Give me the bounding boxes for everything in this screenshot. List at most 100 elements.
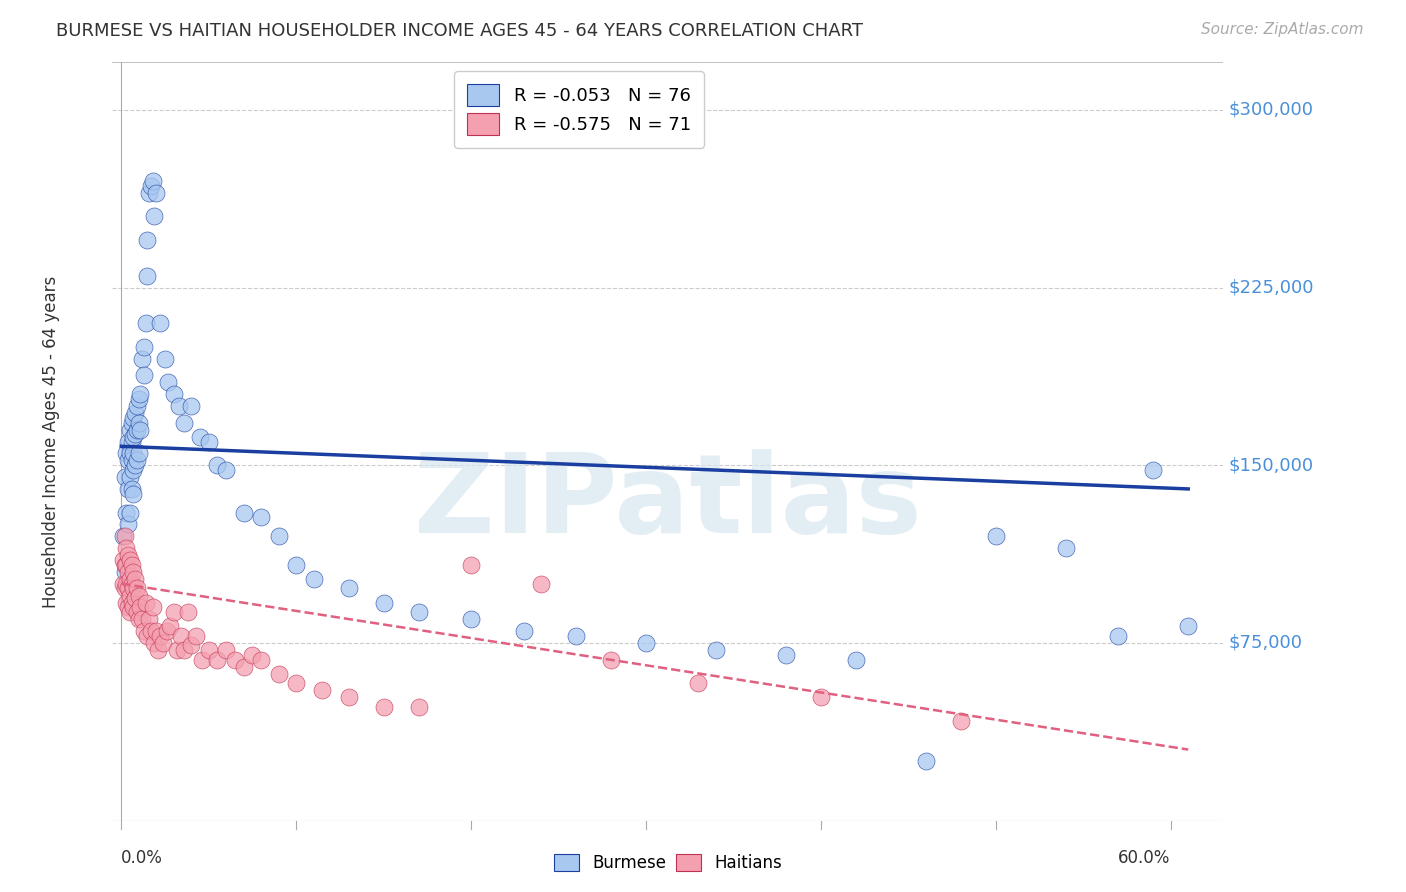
Point (125, 582, 148, 596)
Point (121, 482, 143, 496)
Text: BURMESE VS HAITIAN HOUSEHOLDER INCOME AGES 45 - 64 YEARS CORRELATION CHART: BURMESE VS HAITIAN HOUSEHOLDER INCOME AG… (56, 22, 863, 40)
Point (121, 453, 143, 467)
Point (152, 636, 174, 650)
Point (775, 648, 797, 662)
Legend: Burmese, Haitians: Burmese, Haitians (546, 846, 790, 880)
Point (565, 629, 588, 643)
Text: $300,000: $300,000 (1229, 101, 1313, 119)
Point (149, 316, 172, 330)
Point (232, 506, 254, 520)
Point (128, 612, 150, 626)
Point (122, 565, 145, 579)
Point (118, 506, 141, 520)
Point (166, 643, 188, 657)
Point (122, 600, 145, 615)
Point (111, 529, 134, 543)
Point (132, 368, 155, 383)
Point (267, 529, 290, 543)
Point (163, 387, 186, 401)
Point (122, 410, 145, 425)
Point (125, 399, 148, 413)
Point (810, 690, 832, 705)
Point (128, 589, 150, 603)
Point (118, 553, 141, 567)
Point (122, 463, 145, 477)
Point (285, 558, 308, 572)
Point (688, 676, 710, 690)
Point (115, 596, 138, 610)
Point (125, 453, 148, 467)
Point (115, 446, 138, 460)
Point (215, 463, 238, 477)
Point (132, 624, 155, 639)
Point (124, 427, 146, 442)
Point (128, 416, 150, 430)
Point (117, 565, 139, 579)
Point (122, 430, 145, 444)
Point (159, 619, 181, 633)
Point (156, 624, 179, 639)
Point (224, 652, 246, 666)
Point (167, 399, 190, 413)
Point (125, 423, 148, 437)
Point (704, 643, 727, 657)
Point (153, 351, 176, 366)
Point (163, 605, 186, 619)
Point (124, 406, 146, 420)
Point (197, 643, 219, 657)
Point (337, 582, 360, 596)
Point (1054, 541, 1077, 556)
Point (111, 553, 134, 567)
Point (250, 510, 273, 524)
Point (124, 591, 146, 605)
Point (128, 392, 150, 406)
Point (117, 453, 139, 467)
Point (131, 351, 153, 366)
Text: $150,000: $150,000 (1229, 456, 1313, 475)
Point (121, 558, 143, 572)
Point (111, 576, 134, 591)
Point (207, 458, 229, 473)
Point (115, 558, 138, 572)
Point (117, 548, 139, 563)
Point (215, 643, 238, 657)
Point (139, 178, 162, 193)
Text: $75,000: $75,000 (1229, 634, 1302, 652)
Point (124, 458, 146, 473)
Point (460, 612, 482, 626)
Point (118, 446, 141, 460)
Point (190, 652, 212, 666)
Point (530, 576, 553, 591)
Point (121, 434, 143, 449)
Point (142, 174, 165, 188)
Point (117, 482, 139, 496)
Point (138, 612, 160, 626)
Point (115, 541, 138, 556)
Point (122, 486, 145, 500)
Point (984, 529, 1007, 543)
Point (118, 572, 141, 586)
Point (373, 596, 395, 610)
Point (267, 666, 290, 681)
Text: $225,000: $225,000 (1229, 278, 1315, 296)
Point (1107, 629, 1129, 643)
Point (915, 755, 938, 769)
Text: 60.0%: 60.0% (1118, 849, 1171, 867)
Text: Householder Income Ages 45 - 64 years: Householder Income Ages 45 - 64 years (42, 276, 60, 607)
Point (188, 430, 211, 444)
Point (1177, 619, 1199, 633)
Point (460, 558, 482, 572)
Point (197, 434, 219, 449)
Point (600, 652, 623, 666)
Point (170, 629, 193, 643)
Point (250, 652, 273, 666)
Point (186, 629, 208, 643)
Point (114, 470, 136, 484)
Point (157, 376, 180, 390)
Point (121, 596, 143, 610)
Point (114, 529, 136, 543)
Point (143, 636, 166, 650)
Point (118, 423, 141, 437)
Text: 0.0%: 0.0% (121, 849, 163, 867)
Point (207, 652, 229, 666)
